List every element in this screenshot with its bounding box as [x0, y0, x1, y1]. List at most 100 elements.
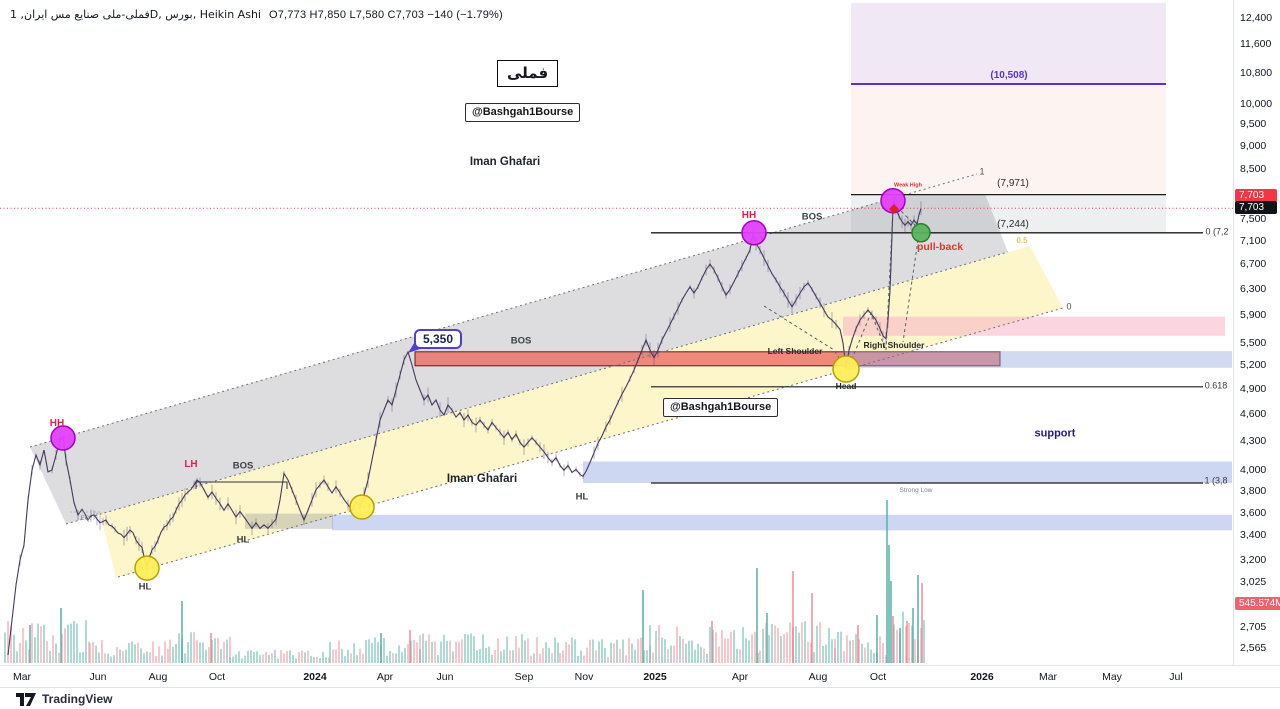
hl-circle-2[interactable]	[349, 494, 375, 520]
volume-bar	[739, 649, 741, 663]
volume-spike	[890, 581, 892, 663]
volume-bar	[458, 641, 460, 663]
volume-bar	[852, 640, 854, 663]
hh-circle-1[interactable]	[50, 425, 76, 451]
price-scale-label: 8,500	[1240, 163, 1267, 175]
blue-support-band-4000[interactable]	[583, 461, 1232, 484]
bos-bracket[interactable]	[195, 481, 288, 489]
tradingview-logo[interactable]: TradingView	[16, 692, 112, 706]
volume-spike	[899, 628, 901, 663]
volume-bar	[724, 638, 726, 663]
volume-bar	[398, 645, 400, 663]
volume-bar	[771, 624, 773, 663]
volume-bar	[341, 648, 343, 663]
volume-bar	[476, 650, 478, 663]
volume-bar	[562, 650, 564, 663]
volume-bar	[846, 635, 848, 663]
volume-bar	[175, 644, 177, 663]
channel-handle-box-2[interactable]: @Bashgah1Bourse	[663, 398, 779, 418]
channel-bottom-line[interactable]	[117, 307, 1064, 578]
channel-top-line[interactable]	[29, 173, 978, 448]
volume-bar	[220, 648, 222, 663]
volume-bar	[407, 644, 409, 663]
volume-spike	[886, 500, 888, 663]
volume-bar	[226, 639, 228, 663]
volume-bar	[256, 651, 258, 663]
channel-mid-line[interactable]	[65, 251, 1009, 525]
symbol-legend[interactable]: فملی-ملی صنایع مس ایران, 1D, بورس, Heiki…	[10, 8, 503, 21]
volume-bar	[368, 639, 370, 663]
volume-bar	[85, 620, 87, 663]
volume-bar	[164, 641, 166, 663]
volume-bar	[25, 640, 27, 663]
volume-bar	[509, 650, 511, 663]
volume-bar	[730, 632, 732, 663]
volume-bar	[777, 628, 779, 663]
volume-bar	[79, 652, 81, 663]
time-scale-label: May	[1102, 671, 1122, 683]
volume-bar	[664, 639, 666, 663]
pullback-circle[interactable]	[911, 223, 931, 243]
volume-bar	[518, 647, 520, 663]
volume-bar	[143, 653, 145, 663]
time-scale[interactable]: Mar Jun Aug Oct 2024 Apr Jun Sep Nov 2025 Apr Aug Oc…	[0, 665, 1280, 688]
volume-bar	[783, 633, 785, 663]
volume-bar	[202, 642, 204, 663]
volume-bar	[37, 623, 39, 663]
time-scale-label: Jun	[436, 671, 454, 683]
price-pane[interactable]: HH LH BOS HL HL EQ. BOS HL HH BOS Left Shoulder Hea…	[0, 0, 1233, 665]
volume-bar	[718, 646, 720, 663]
pattern-dashed-line[interactable]	[896, 206, 918, 228]
volume-bar	[389, 651, 391, 663]
volume-bar	[395, 653, 397, 663]
hl-circle-1[interactable]	[134, 555, 160, 581]
volume-bar	[167, 648, 169, 663]
volume-bar	[670, 645, 672, 663]
blue-support-band-3500[interactable]	[332, 514, 1232, 531]
volume-bar	[804, 621, 806, 663]
volume-bar	[923, 620, 925, 663]
volume-bar	[356, 655, 358, 663]
volume-bar	[347, 649, 349, 663]
volume-bar	[828, 627, 830, 663]
volume-bar	[161, 655, 163, 663]
weak-high-marker[interactable]	[889, 204, 899, 214]
symbol-watermark-box[interactable]: فملی	[497, 60, 559, 87]
volume-bar	[586, 647, 588, 663]
hh-circle-2[interactable]	[741, 220, 767, 246]
volume-bar	[500, 651, 502, 663]
price-scale-label: 4,600	[1240, 408, 1267, 420]
fib-zone-target[interactable]	[851, 84, 1166, 195]
volume-bar	[437, 655, 439, 663]
volume-bar	[205, 649, 207, 663]
volume-bar	[214, 638, 216, 663]
volume-bar	[754, 631, 756, 663]
pink-resistance-band[interactable]	[843, 316, 1225, 336]
price-scale-label: 10,800	[1240, 67, 1273, 79]
price-scale[interactable]: 12,400 11,600 10,800 10,000 9,500 9,000 8,500 7…	[1233, 0, 1280, 665]
volume-bar	[873, 652, 875, 663]
volume-bar	[92, 641, 94, 663]
head-circle[interactable]	[832, 355, 860, 383]
fib-zone-above-target[interactable]	[851, 2, 1166, 84]
volume-bar	[235, 654, 237, 663]
volume-bar	[13, 634, 15, 663]
volume-spike	[29, 625, 31, 663]
time-scale-label: Apr	[376, 671, 394, 683]
channel-handle-box-1[interactable]: @Bashgah1Bourse	[465, 103, 581, 123]
volume-bar	[286, 650, 288, 663]
gray-zone-3500[interactable]	[245, 513, 333, 529]
volume-bar	[467, 634, 469, 663]
symbol-title[interactable]: فملی-ملی صنایع مس ایران, 1D, بورس, Heiki…	[10, 8, 261, 21]
gray-channel[interactable]	[30, 174, 1008, 524]
time-scale-label: 2026	[970, 671, 994, 683]
chart-canvas[interactable]	[0, 0, 1233, 665]
volume-bar	[16, 651, 18, 663]
pattern-dashed-line[interactable]	[763, 206, 894, 373]
pattern-dashed-line[interactable]	[902, 239, 919, 343]
volume-bar	[539, 653, 541, 663]
price-callout-5350[interactable]: 5,350	[414, 329, 463, 349]
blue-support-band-5200[interactable]	[843, 351, 1232, 368]
price-scale-label: 9,500	[1240, 118, 1267, 130]
